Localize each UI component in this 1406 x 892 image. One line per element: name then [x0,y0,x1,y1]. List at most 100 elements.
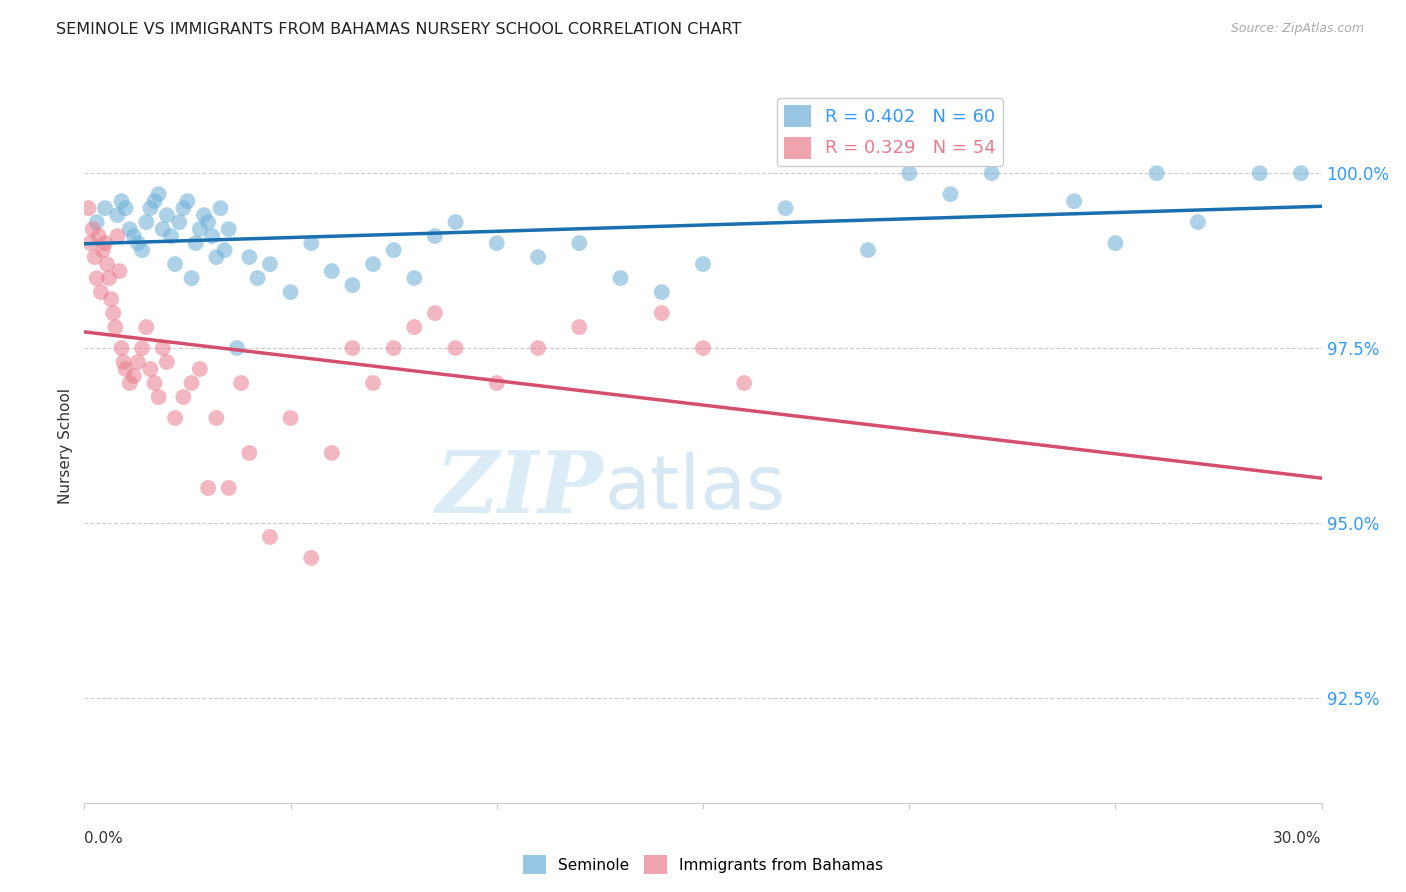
Point [205,250,228,264]
Point [259,530,281,544]
Point [299,550,322,565]
Point [1063,194,1085,208]
Text: ZIP: ZIP [436,447,605,531]
Point [775,201,797,215]
Point [86,215,108,229]
Point [1187,215,1209,229]
Point [94,236,117,251]
Point [485,376,508,390]
Point [135,215,157,229]
Point [299,236,322,251]
Point [197,481,219,495]
Point [188,362,211,376]
Point [238,446,260,460]
Point [527,341,550,355]
Text: 0.0%: 0.0% [84,831,124,847]
Point [1104,236,1126,251]
Point [1249,166,1271,180]
Point [361,257,384,271]
Point [651,285,673,299]
Point [1146,166,1168,180]
Point [152,341,174,355]
Point [114,201,136,215]
Point [104,320,127,334]
Point [152,222,174,236]
Point [444,341,467,355]
Point [77,201,100,215]
Point [238,250,260,264]
Point [184,236,207,251]
Point [118,376,141,390]
Point [404,271,426,285]
Point [165,411,187,425]
Point [180,271,202,285]
Point [280,411,302,425]
Point [321,264,343,278]
Point [568,236,591,251]
Point [197,215,219,229]
Point [1289,166,1312,180]
Point [321,446,343,460]
Point [82,222,104,236]
Text: 30.0%: 30.0% [1274,831,1322,847]
Point [139,201,162,215]
Point [122,369,145,384]
Point [980,166,1002,180]
Point [209,201,232,215]
Point [105,229,128,244]
Point [143,194,166,208]
Point [246,271,269,285]
Point [160,229,183,244]
Point [568,320,591,334]
Point [122,229,145,244]
Point [127,355,149,369]
Point [176,194,198,208]
Point [423,229,446,244]
Point [201,229,224,244]
Point [105,208,128,222]
Point [205,411,228,425]
Point [131,243,153,257]
Point [91,243,114,257]
Point [156,355,179,369]
Text: atlas: atlas [605,452,785,525]
Point [131,341,153,355]
Point [280,285,302,299]
Point [135,320,157,334]
Point [100,292,122,306]
Point [733,376,755,390]
Point [193,208,215,222]
Point [118,222,141,236]
Point [259,257,281,271]
Point [139,362,162,376]
Point [143,376,166,390]
Point [156,208,179,222]
Text: Source: ZipAtlas.com: Source: ZipAtlas.com [1230,22,1364,36]
Point [382,243,405,257]
Point [692,257,714,271]
Point [148,187,170,202]
Point [229,376,252,390]
Point [856,243,879,257]
Point [444,215,467,229]
Point [94,201,117,215]
Point [108,264,131,278]
Point [86,271,108,285]
Point [218,222,240,236]
Point [165,257,187,271]
Point [83,250,105,264]
Point [114,362,136,376]
Point [485,236,508,251]
Y-axis label: Nursery School: Nursery School [58,388,73,504]
Point [110,194,132,208]
Point [110,341,132,355]
Legend: R = 0.402   N = 60, R = 0.329   N = 54: R = 0.402 N = 60, R = 0.329 N = 54 [776,98,1004,166]
Point [609,271,631,285]
Point [218,481,240,495]
Point [172,201,194,215]
Point [423,306,446,320]
Point [87,229,110,244]
Point [342,278,364,293]
Point [214,243,236,257]
Text: SEMINOLE VS IMMIGRANTS FROM BAHAMAS NURSERY SCHOOL CORRELATION CHART: SEMINOLE VS IMMIGRANTS FROM BAHAMAS NURS… [56,22,741,37]
